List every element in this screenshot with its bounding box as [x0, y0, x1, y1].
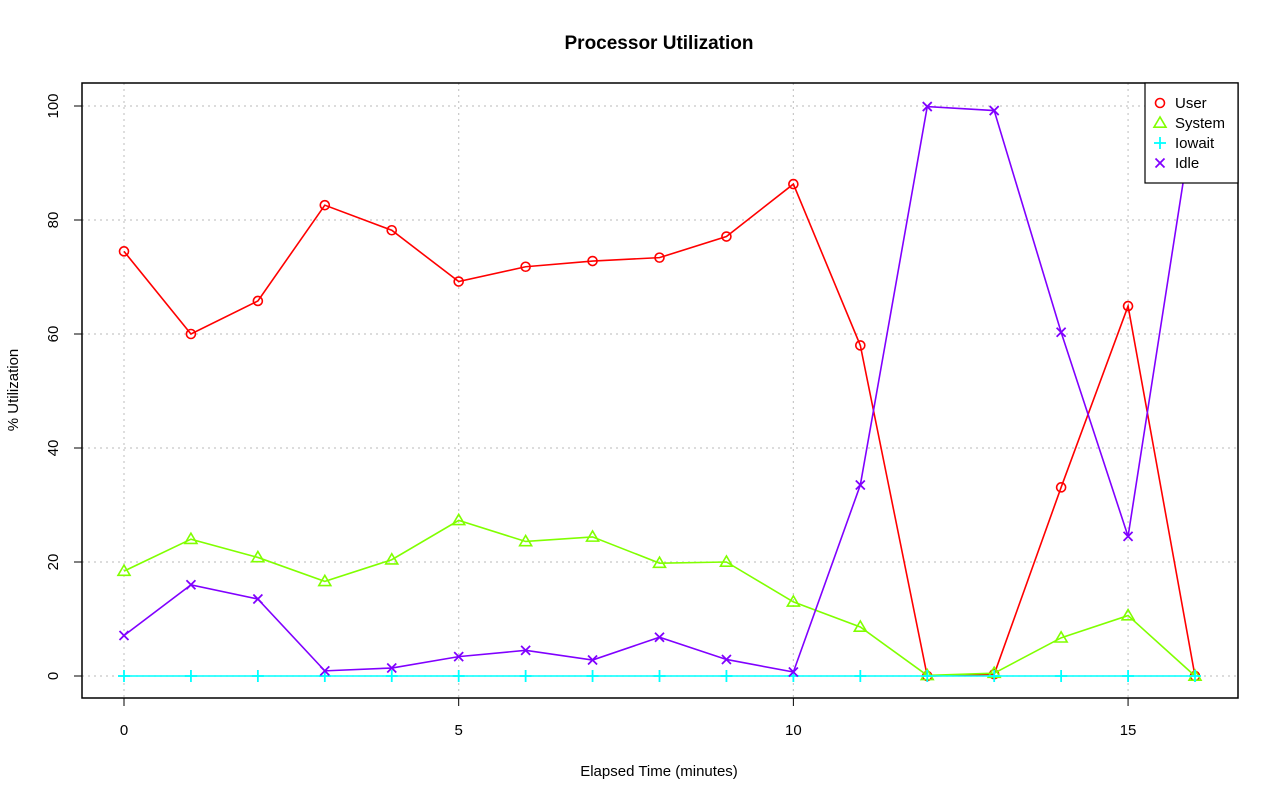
- legend: User System Iowait Idle: [1144, 82, 1239, 184]
- data-point-idle: [319, 665, 330, 677]
- data-point-system: [719, 554, 734, 568]
- data-point-user: [386, 224, 398, 236]
- data-point-system: [317, 573, 333, 587]
- legend-marker-iowait: [1154, 137, 1166, 149]
- data-point-idle: [989, 105, 1000, 116]
- data-point-idle: [855, 479, 866, 491]
- data-point-system: [116, 563, 132, 577]
- legend-item-iowait: Iowait: [1154, 135, 1215, 152]
- data-point-iowait: [653, 670, 666, 682]
- data-point-iowait: [1055, 670, 1068, 682]
- x-axis-label: Elapsed Time (minutes): [580, 763, 738, 780]
- data-point-system: [585, 529, 600, 542]
- y-axis-label: % Utilization: [5, 349, 22, 432]
- plot-frame: [81, 82, 1239, 699]
- data-point-idle: [1122, 531, 1134, 542]
- x-tick-label: 15: [1120, 722, 1137, 739]
- y-tick-label: 40: [45, 440, 62, 457]
- data-point-idle: [1055, 327, 1067, 338]
- data-point-system: [785, 594, 801, 607]
- data-point-system: [1120, 608, 1136, 621]
- legend-item-idle: Idle: [1154, 155, 1199, 172]
- data-point-user: [453, 276, 464, 287]
- series-group: [116, 100, 1203, 682]
- data-point-user: [587, 255, 598, 267]
- series-user: [118, 178, 1201, 682]
- legend-label-user: User: [1175, 95, 1207, 112]
- data-point-iowait: [452, 670, 465, 682]
- data-point-iowait: [921, 670, 934, 682]
- data-point-user: [788, 178, 799, 190]
- data-point-idle: [587, 654, 598, 666]
- data-point-user: [721, 231, 732, 242]
- legend-marker-user: [1154, 97, 1166, 109]
- data-point-iowait: [988, 670, 1001, 682]
- x-tick-label: 10: [785, 722, 802, 739]
- chart-title: Processor Utilization: [565, 33, 754, 54]
- data-point-user: [118, 246, 130, 257]
- data-point-system: [384, 552, 400, 565]
- series-line-idle: [123, 105, 1196, 673]
- y-axis: 0 20 40 60 80 100: [45, 93, 83, 680]
- y-tick-label: 100: [45, 93, 62, 118]
- data-point-system: [652, 555, 667, 569]
- y-tick-label: 0: [45, 672, 62, 680]
- legend-label-idle: Idle: [1175, 155, 1199, 172]
- y-tick-label: 60: [45, 326, 62, 343]
- data-point-user: [520, 261, 531, 273]
- legend-marker-idle: [1154, 157, 1166, 169]
- grid: [82, 83, 1238, 698]
- data-point-iowait: [184, 670, 197, 682]
- legend-label-iowait: Iowait: [1175, 135, 1215, 152]
- data-point-idle: [453, 651, 464, 662]
- data-point-user: [1122, 300, 1134, 312]
- data-point-idle: [654, 632, 665, 643]
- data-point-system: [183, 531, 199, 545]
- x-axis: 0 5 10 15: [120, 697, 1137, 739]
- data-point-idle: [721, 654, 732, 665]
- data-point-idle: [520, 645, 531, 656]
- data-point-user: [252, 295, 264, 307]
- data-point-system: [518, 533, 534, 547]
- data-point-user: [654, 252, 665, 263]
- legend-box: [1144, 82, 1239, 184]
- data-point-iowait: [720, 670, 733, 682]
- x-tick-label: 0: [120, 722, 128, 739]
- data-point-idle: [118, 630, 130, 641]
- data-point-system: [852, 619, 868, 632]
- y-tick-label: 80: [45, 212, 62, 229]
- data-point-iowait: [118, 670, 130, 682]
- x-tick-label: 5: [455, 722, 463, 739]
- data-point-idle: [252, 593, 264, 605]
- data-point-idle: [185, 579, 197, 590]
- legend-marker-system: [1152, 115, 1168, 128]
- data-point-system: [451, 512, 467, 526]
- data-point-iowait: [854, 670, 867, 682]
- data-point-system: [250, 549, 266, 563]
- series-iowait: [118, 670, 1201, 682]
- legend-item-system: System: [1152, 115, 1225, 132]
- data-point-iowait: [1122, 670, 1135, 682]
- legend-item-user: User: [1154, 95, 1207, 112]
- data-point-system: [1053, 630, 1069, 643]
- data-point-user: [1055, 482, 1067, 493]
- legend-label-system: System: [1175, 115, 1225, 132]
- data-point-iowait: [385, 670, 398, 682]
- series-line-system: [123, 519, 1196, 677]
- data-point-user: [855, 340, 866, 351]
- y-tick-label: 20: [45, 554, 62, 571]
- data-point-user: [319, 199, 331, 211]
- data-point-idle: [788, 666, 799, 678]
- data-point-iowait: [1189, 670, 1201, 682]
- data-point-idle: [386, 662, 397, 674]
- data-point-user: [185, 328, 197, 340]
- series-line-user: [123, 182, 1196, 677]
- series-system: [116, 512, 1203, 682]
- data-point-iowait: [519, 670, 532, 682]
- series-idle: [118, 100, 1201, 678]
- data-point-idle: [922, 101, 933, 112]
- data-point-iowait: [586, 670, 599, 682]
- data-point-iowait: [251, 670, 264, 682]
